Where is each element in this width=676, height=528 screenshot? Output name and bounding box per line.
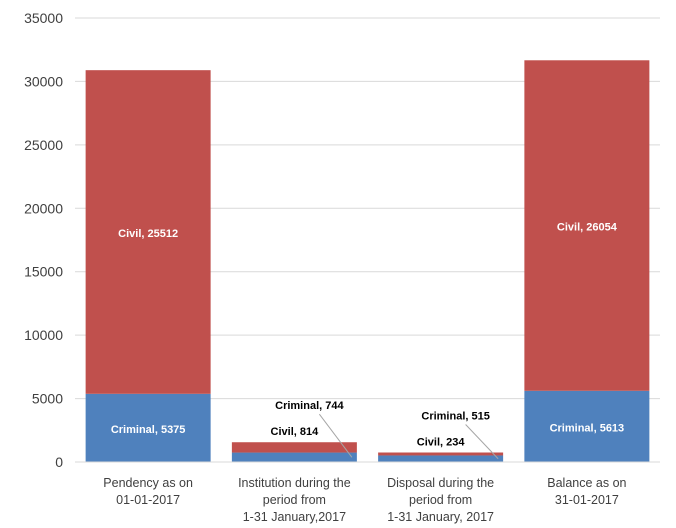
data-label-criminal: Criminal, 5613	[550, 422, 625, 434]
data-label-civil: Civil, 234	[417, 436, 466, 448]
data-label-criminal: Criminal, 5375	[111, 424, 186, 436]
data-label-criminal: Criminal, 744	[275, 400, 344, 412]
data-label-civil: Civil, 25512	[118, 228, 178, 240]
bar-civil-4	[524, 60, 650, 391]
y-tick-label: 5000	[32, 391, 63, 407]
x-tick-label-line: Disposal during the	[387, 476, 494, 490]
y-tick-label: 30000	[24, 73, 63, 89]
data-label-civil: Civil, 814	[271, 426, 320, 438]
x-tick-label-line: Pendency as on	[103, 476, 193, 490]
x-tick-label: Balance as on 31-01-2017	[547, 476, 626, 507]
bar-civil-3	[378, 452, 504, 456]
x-tick-label-line: 01-01-2017	[116, 493, 180, 507]
x-axis: Pendency as on 01-01-2017 Institution duri…	[75, 461, 660, 524]
bar-civil-1	[85, 70, 211, 394]
bar-criminal-4	[524, 390, 650, 462]
x-tick-label-line: 1-31 January, 2017	[387, 510, 494, 524]
y-tick-label: 20000	[24, 200, 63, 216]
x-tick-label-line: Institution during the	[238, 476, 351, 490]
y-axis: 0 5000 10000 15000 20000 25000 30000 35000	[24, 10, 63, 470]
bar-criminal-2	[231, 452, 357, 462]
bars	[85, 60, 650, 462]
x-tick-label-line: period from	[263, 493, 326, 507]
y-tick-label: 25000	[24, 137, 63, 153]
data-labels: Criminal, 5375 Civil, 25512 Civil, 814 Crim…	[111, 222, 625, 460]
bar-civil-2	[231, 442, 357, 453]
data-label-criminal: Criminal, 515	[421, 410, 489, 422]
y-tick-label: 10000	[24, 327, 63, 343]
y-tick-label: 15000	[24, 264, 63, 280]
x-tick-label: Institution during the period from 1-31 Ja…	[238, 476, 351, 524]
x-tick-label-line: 31-01-2017	[555, 493, 619, 507]
bar-criminal-1	[85, 393, 211, 462]
x-tick-label: Disposal during the period from 1-31 Janua…	[387, 476, 494, 524]
x-tick-label: Pendency as on 01-01-2017	[103, 476, 193, 507]
leader-line	[318, 413, 353, 458]
leader-line	[465, 424, 499, 460]
x-tick-label-line: Balance as on	[547, 476, 626, 490]
data-label-civil: Civil, 26054	[557, 222, 618, 234]
x-tick-label-line: period from	[409, 493, 472, 507]
bar-criminal-3	[378, 455, 504, 462]
x-tick-label-line: 1-31 January,2017	[243, 510, 346, 524]
y-tick-label: 35000	[24, 10, 63, 26]
y-tick-label: 0	[55, 454, 63, 470]
